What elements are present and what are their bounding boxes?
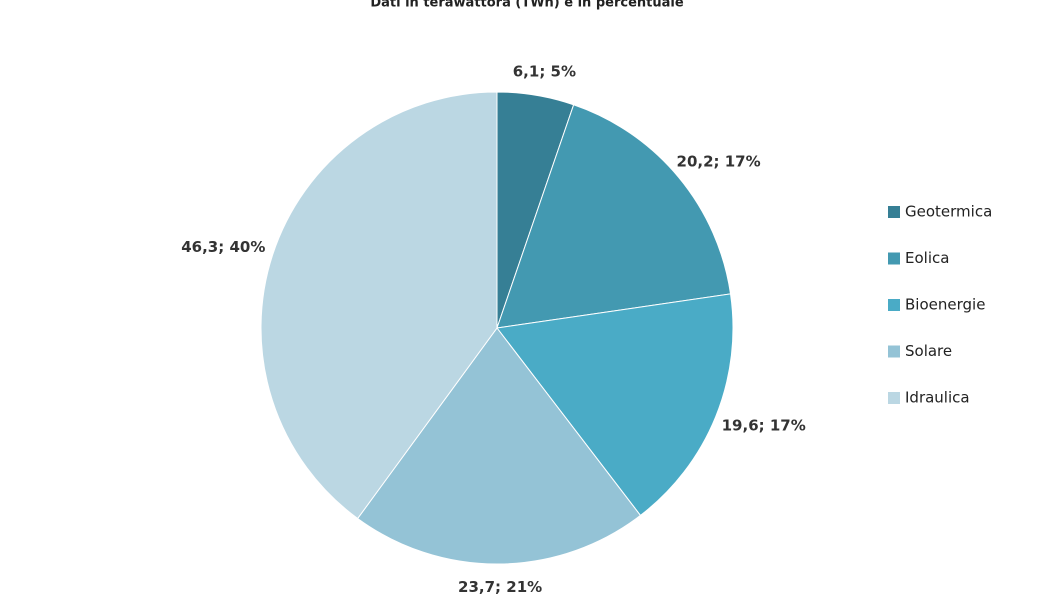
legend-label: Bioenergie: [905, 296, 985, 314]
pie-slice: [260, 91, 498, 520]
legend-label: Eolica: [905, 249, 949, 267]
data-label: 46,3; 40%: [181, 238, 265, 256]
legend-swatch: [888, 392, 900, 404]
chart-title: Dati in terawattora (TWh) e in percentua…: [370, 0, 684, 11]
data-label: 6,1; 5%: [513, 62, 576, 80]
pie-slice: [496, 104, 732, 329]
legend-swatch: [888, 345, 900, 358]
data-label: 23,7; 21%: [458, 578, 542, 594]
pie-slice: [496, 293, 734, 517]
legend-swatch: [888, 252, 900, 265]
data-label: 20,2; 17%: [677, 153, 761, 171]
legend-label: Solare: [905, 342, 952, 360]
data-label: 19,6; 17%: [722, 416, 806, 434]
pie-slice: [356, 327, 642, 565]
legend-label: Idraulica: [905, 389, 970, 407]
legend-label: Geotermica: [905, 203, 992, 221]
legend-swatch: [888, 299, 900, 311]
legend-swatch: [888, 206, 900, 218]
